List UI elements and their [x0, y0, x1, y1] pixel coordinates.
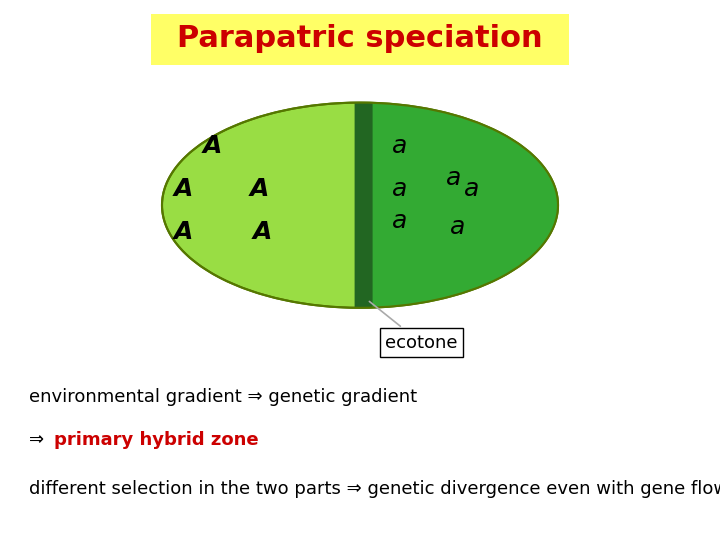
FancyBboxPatch shape	[151, 14, 569, 65]
Text: A: A	[203, 134, 222, 158]
Text: ⇒: ⇒	[29, 431, 50, 449]
Text: a: a	[449, 215, 465, 239]
Text: a: a	[446, 166, 462, 190]
Text: ecotone: ecotone	[369, 301, 457, 352]
Text: environmental gradient ⇒ genetic gradient: environmental gradient ⇒ genetic gradien…	[29, 388, 417, 406]
Text: a: a	[464, 177, 480, 201]
Text: A: A	[174, 220, 193, 244]
Text: a: a	[392, 177, 408, 201]
Polygon shape	[162, 103, 558, 308]
Text: a: a	[392, 134, 408, 158]
Polygon shape	[364, 103, 558, 308]
Text: a: a	[392, 210, 408, 233]
Text: different selection in the two parts ⇒ genetic divergence even with gene flow: different selection in the two parts ⇒ g…	[29, 480, 720, 498]
Text: Parapatric speciation: Parapatric speciation	[177, 24, 543, 53]
Text: A: A	[174, 177, 193, 201]
Text: A: A	[253, 220, 272, 244]
Polygon shape	[355, 103, 373, 308]
Text: primary hybrid zone: primary hybrid zone	[54, 431, 258, 449]
Text: A: A	[250, 177, 269, 201]
